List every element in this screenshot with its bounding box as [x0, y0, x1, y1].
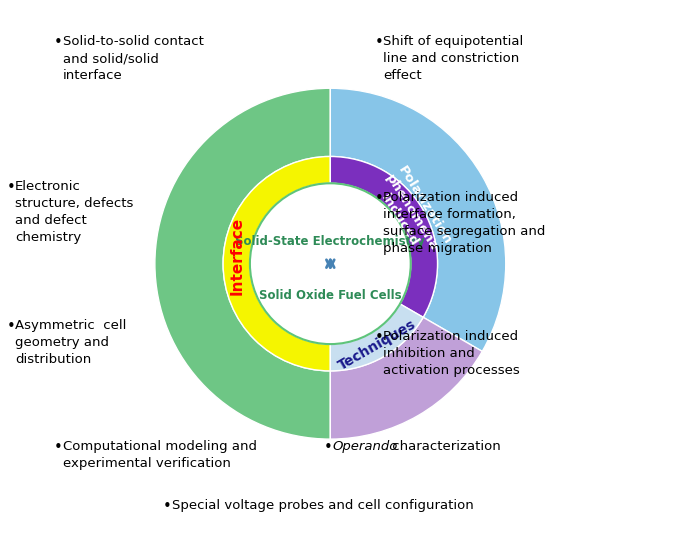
Wedge shape [330, 304, 423, 371]
Text: characterization: characterization [388, 440, 501, 453]
Text: •: • [54, 35, 63, 50]
Text: Polarization
phenomena
induced: Polarization phenomena induced [371, 163, 453, 262]
Text: Solid Oxide Fuel Cells: Solid Oxide Fuel Cells [259, 289, 401, 302]
Text: •: • [163, 499, 172, 514]
Text: Asymmetric  cell
geometry and
distribution: Asymmetric cell geometry and distributio… [15, 319, 127, 366]
Wedge shape [330, 88, 506, 351]
Text: •: • [375, 191, 384, 205]
Text: Electronic
structure, defects
and defect
chemistry: Electronic structure, defects and defect… [15, 180, 134, 244]
Text: Interface: Interface [229, 216, 245, 295]
Circle shape [250, 183, 411, 344]
Text: Polarization induced
inhibition and
activation processes: Polarization induced inhibition and acti… [384, 330, 520, 377]
Text: Solid-to-solid contact
and solid/solid
interface: Solid-to-solid contact and solid/solid i… [63, 35, 203, 82]
Wedge shape [223, 157, 330, 371]
Text: Techniques: Techniques [336, 317, 419, 373]
Text: •: • [6, 319, 15, 334]
Text: Solid-State Electrochemistry: Solid-State Electrochemistry [236, 235, 425, 248]
Wedge shape [330, 317, 482, 439]
Wedge shape [330, 157, 438, 317]
Text: •: • [54, 440, 63, 455]
Text: Shift of equipotential
line and constriction
effect: Shift of equipotential line and constric… [384, 35, 524, 82]
Text: Operando: Operando [332, 440, 397, 453]
Text: Computational modeling and
experimental verification: Computational modeling and experimental … [63, 440, 257, 470]
Text: •: • [375, 35, 384, 50]
Text: Special voltage probes and cell configuration: Special voltage probes and cell configur… [172, 499, 474, 512]
Text: •: • [375, 330, 384, 345]
Text: •: • [6, 180, 15, 195]
Text: Polarization induced
interface formation,
surface segregation and
phase migratio: Polarization induced interface formation… [384, 191, 546, 255]
Text: •: • [323, 440, 332, 455]
Wedge shape [155, 88, 330, 439]
